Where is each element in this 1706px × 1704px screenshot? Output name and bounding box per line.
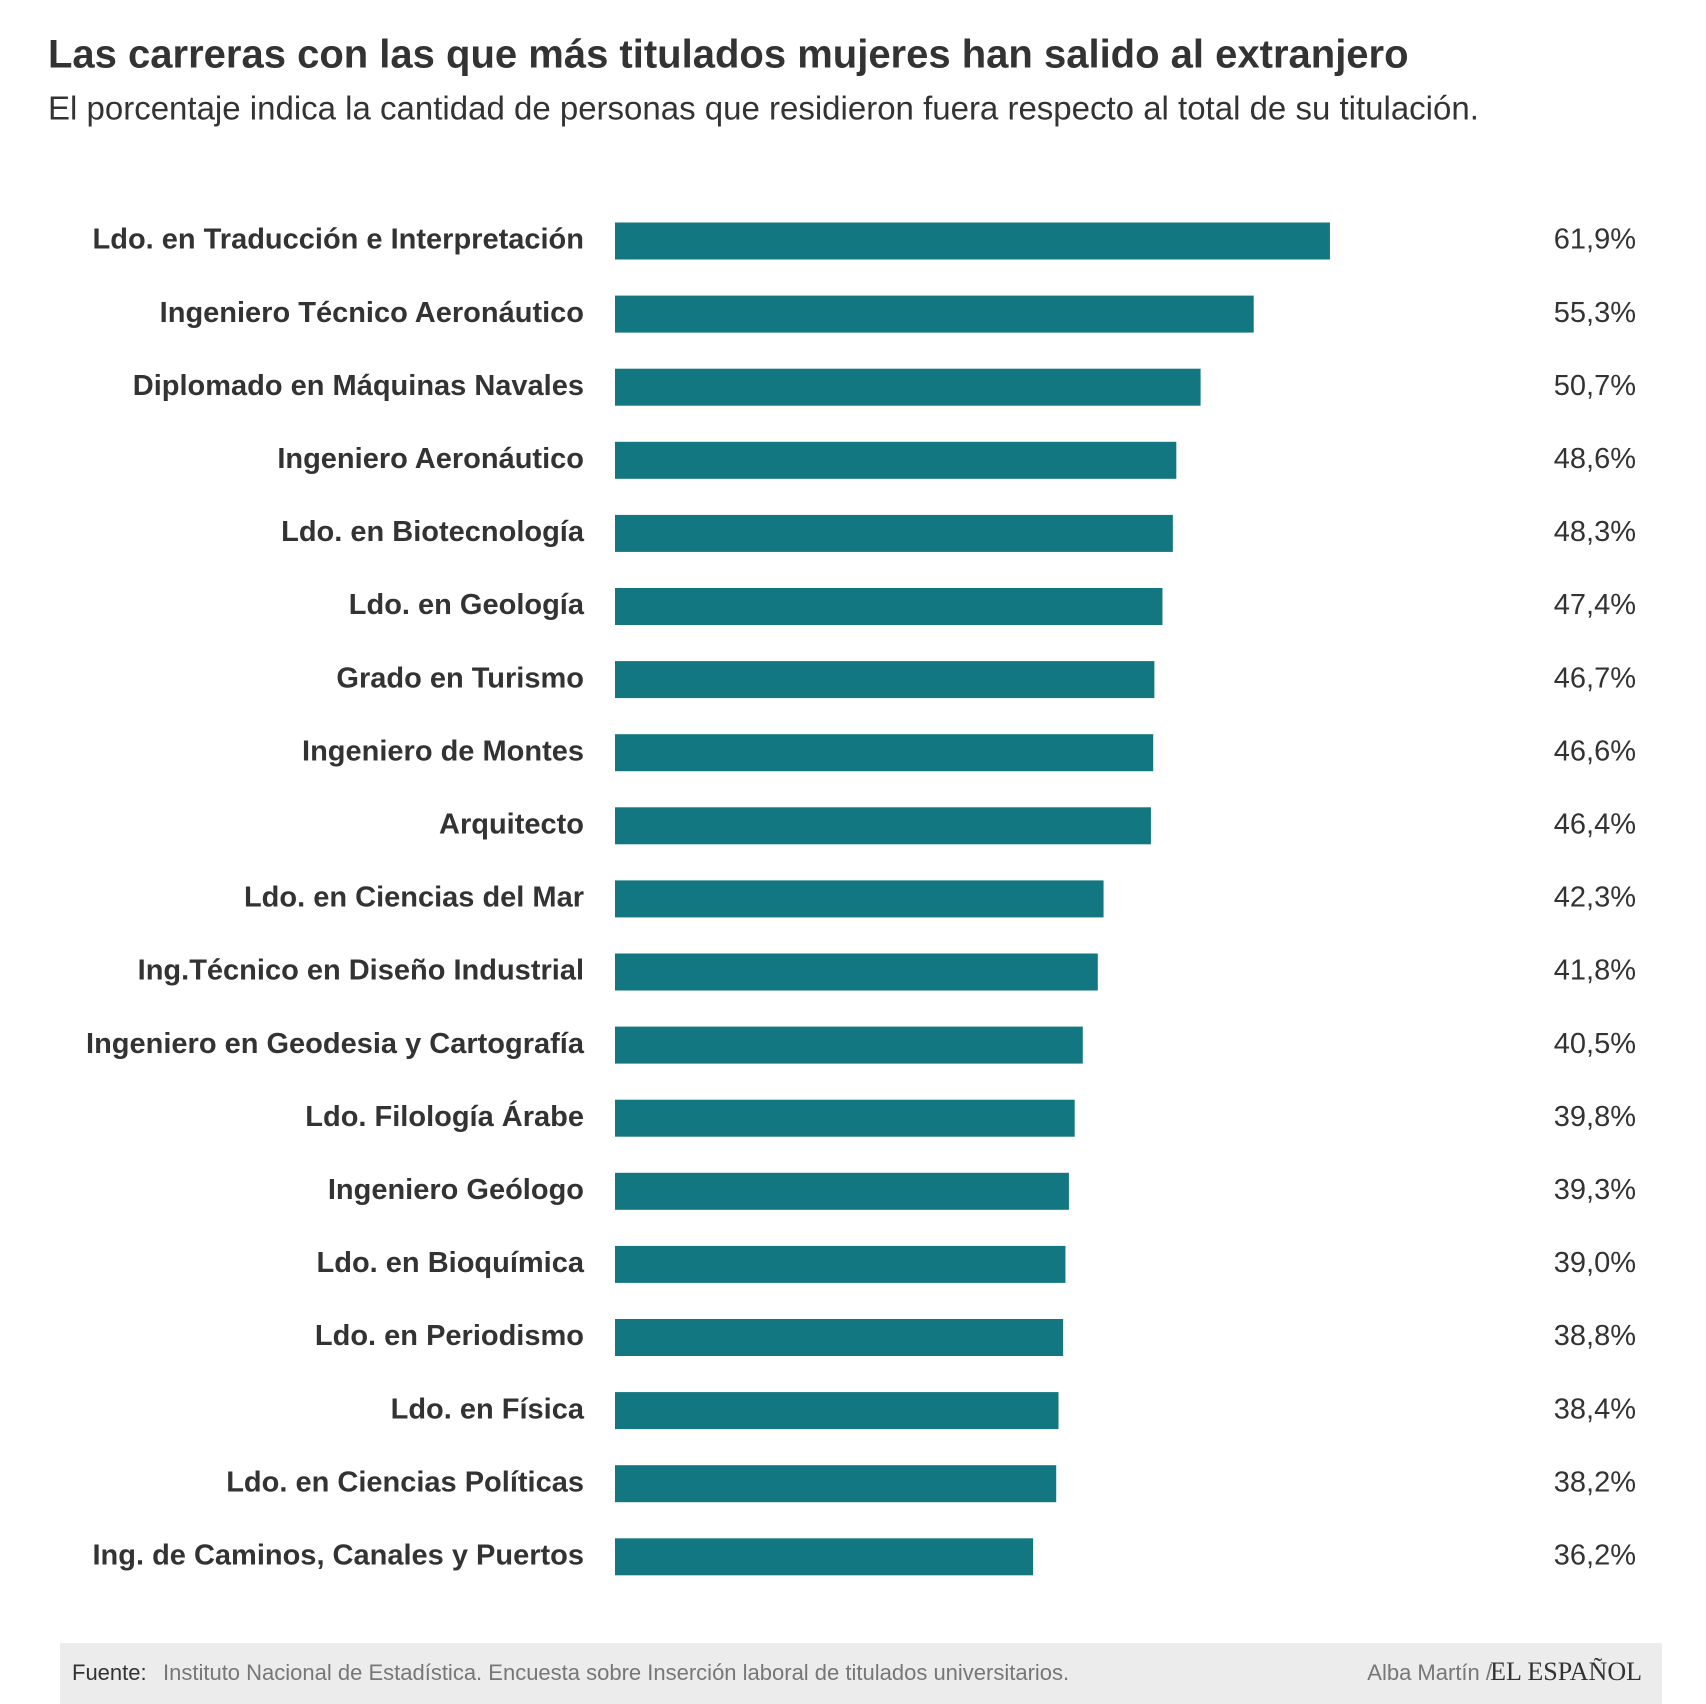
category-label: Ldo. en Periodismo bbox=[315, 1320, 584, 1352]
category-label: Ingeniero Técnico Aeronáutico bbox=[160, 297, 584, 329]
category-label: Ingeniero de Montes bbox=[302, 735, 584, 767]
bar bbox=[615, 441, 1177, 479]
bar bbox=[615, 1319, 1064, 1356]
category-label: Ldo. en Ciencias Políticas bbox=[226, 1466, 584, 1498]
bar bbox=[615, 1245, 1066, 1283]
value-label: 39,3% bbox=[1554, 1174, 1636, 1206]
source-label: Fuente: bbox=[72, 1660, 147, 1685]
category-label: Arquitecto bbox=[439, 808, 584, 840]
category-label: Grado en Turismo bbox=[336, 662, 584, 694]
bar bbox=[615, 1465, 1057, 1503]
bar bbox=[615, 222, 1330, 260]
source: Instituto Nacional de Estadística. Encue… bbox=[163, 1660, 1069, 1685]
value-label: 50,7% bbox=[1554, 370, 1636, 402]
bar bbox=[615, 807, 1151, 845]
logo: EL ESPAÑOL bbox=[1490, 1657, 1642, 1686]
bar bbox=[615, 1172, 1069, 1210]
value-label: 46,6% bbox=[1554, 735, 1636, 767]
category-label: Ldo. Filología Árabe bbox=[305, 1099, 584, 1133]
bar bbox=[615, 1392, 1059, 1430]
value-label: 46,4% bbox=[1554, 808, 1636, 840]
category-label: Ldo. en Física bbox=[391, 1393, 585, 1425]
value-label: 36,2% bbox=[1554, 1539, 1636, 1571]
bar bbox=[615, 734, 1154, 772]
value-label: 41,8% bbox=[1554, 955, 1636, 987]
category-label: Ldo. en Traducción e Interpretación bbox=[93, 224, 584, 256]
category-label: Ldo. en Biotecnología bbox=[281, 516, 585, 548]
category-label: Ingeniero Aeronáutico bbox=[277, 443, 584, 475]
value-label: 47,4% bbox=[1554, 589, 1636, 621]
value-label: 38,2% bbox=[1554, 1466, 1636, 1498]
category-label: Ing. de Caminos, Canales y Puertos bbox=[92, 1539, 584, 1571]
bar bbox=[615, 953, 1098, 991]
category-label: Ingeniero en Geodesia y Cartografía bbox=[86, 1028, 585, 1060]
value-label: 39,0% bbox=[1554, 1247, 1636, 1279]
value-label: 46,7% bbox=[1554, 662, 1636, 694]
category-label: Ldo. en Ciencias del Mar bbox=[244, 882, 584, 914]
author: Alba Martín / bbox=[1367, 1660, 1493, 1685]
value-label: 55,3% bbox=[1554, 297, 1636, 329]
bar bbox=[615, 1538, 1034, 1576]
category-label: Ing.Técnico en Diseño Industrial bbox=[138, 955, 584, 987]
bar bbox=[615, 368, 1201, 406]
value-label: 42,3% bbox=[1554, 882, 1636, 914]
value-label: 48,6% bbox=[1554, 443, 1636, 475]
value-label: 38,4% bbox=[1554, 1393, 1636, 1425]
chart-subtitle: El porcentaje indica la cantidad de pers… bbox=[48, 90, 1479, 127]
value-label: 61,9% bbox=[1554, 224, 1636, 256]
bar bbox=[615, 588, 1163, 625]
category-label: Diplomado en Máquinas Navales bbox=[133, 370, 584, 402]
value-label: 48,3% bbox=[1554, 516, 1636, 548]
value-label: 40,5% bbox=[1554, 1028, 1636, 1060]
footer-bg bbox=[60, 1643, 1662, 1704]
chart-title: Las carreras con las que más titulados m… bbox=[48, 33, 1409, 77]
bar bbox=[615, 661, 1155, 699]
category-label: Ldo. en Geología bbox=[349, 589, 585, 621]
bar bbox=[615, 1099, 1075, 1137]
category-label: Ingeniero Geólogo bbox=[328, 1174, 584, 1206]
bar bbox=[615, 880, 1104, 918]
bar bbox=[615, 514, 1173, 552]
value-label: 39,8% bbox=[1554, 1101, 1636, 1133]
category-label: Ldo. en Bioquímica bbox=[317, 1247, 585, 1279]
value-label: 38,8% bbox=[1554, 1320, 1636, 1352]
bar bbox=[615, 1026, 1083, 1064]
bar bbox=[615, 295, 1254, 333]
